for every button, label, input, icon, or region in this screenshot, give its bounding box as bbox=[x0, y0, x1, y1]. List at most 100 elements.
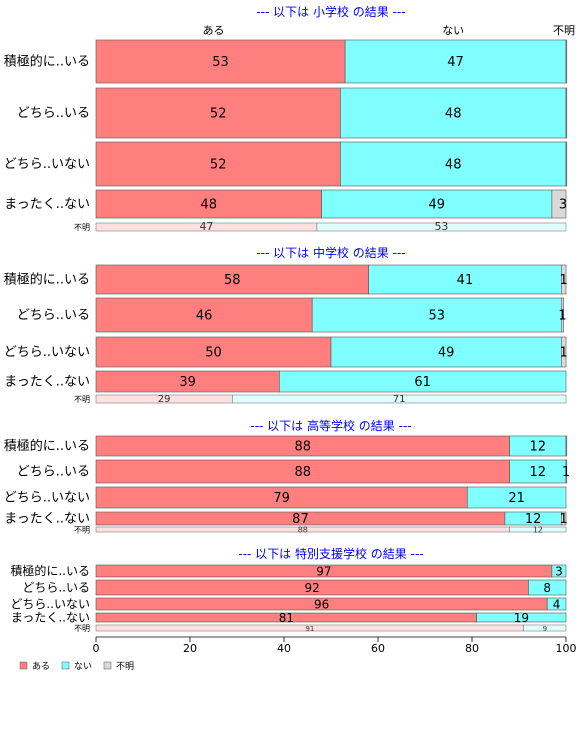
category-label: どちら..いない bbox=[10, 597, 90, 611]
unknown-data-label: 47 bbox=[199, 220, 213, 233]
column-header: ない bbox=[442, 24, 464, 37]
data-label: 61 bbox=[414, 375, 431, 390]
data-label: 1 bbox=[562, 465, 570, 480]
data-label: 1 bbox=[560, 346, 568, 361]
data-label: 49 bbox=[428, 198, 445, 213]
category-label: どちら..いる bbox=[17, 308, 90, 323]
bar-segment bbox=[340, 141, 567, 187]
data-label: 48 bbox=[445, 107, 462, 122]
data-label: 39 bbox=[179, 375, 196, 390]
unknown-data-label: 9 bbox=[543, 625, 547, 633]
legend-swatch bbox=[61, 661, 70, 670]
bar-segment bbox=[95, 264, 369, 295]
bar-segment bbox=[551, 189, 567, 219]
bar-segment bbox=[321, 189, 553, 219]
category-label: どちら..いない bbox=[4, 491, 90, 506]
data-label: 3 bbox=[555, 565, 563, 579]
bar-segment bbox=[95, 39, 346, 84]
bar-segment bbox=[560, 336, 567, 368]
legend-swatch bbox=[103, 661, 112, 670]
unknown-bar-segment bbox=[523, 624, 567, 632]
data-label: 41 bbox=[457, 273, 474, 288]
bar-segment bbox=[340, 87, 567, 139]
data-label: 12 bbox=[525, 512, 542, 527]
data-label: 53 bbox=[428, 309, 445, 324]
unknown-data-label: 91 bbox=[305, 625, 314, 633]
x-tick-label: 20 bbox=[183, 642, 197, 655]
bar-segment bbox=[95, 87, 341, 139]
data-label: 58 bbox=[224, 273, 241, 288]
category-label: どちら..いる bbox=[22, 581, 90, 595]
bar-segment bbox=[368, 264, 562, 295]
x-tick-label: 60 bbox=[371, 642, 385, 655]
bar-segment bbox=[476, 612, 567, 623]
unknown-row-label: 不明 bbox=[74, 624, 90, 633]
data-label: 21 bbox=[508, 491, 525, 506]
category-label: まったく..ない bbox=[4, 512, 90, 527]
bar-segment bbox=[278, 370, 567, 393]
category-label: まったく..ない bbox=[11, 611, 90, 625]
data-label: 52 bbox=[210, 107, 227, 122]
category-label: まったく..ない bbox=[4, 375, 90, 390]
data-label: 4 bbox=[553, 598, 561, 612]
bar-segment bbox=[95, 297, 313, 333]
panel-title: --- 以下は 中学校 の結果 --- bbox=[256, 245, 405, 260]
unknown-data-label: 29 bbox=[158, 394, 171, 405]
data-label: 97 bbox=[316, 565, 331, 579]
bar-segment bbox=[95, 336, 332, 368]
bar-segment bbox=[565, 459, 568, 484]
category-label: どちら..いない bbox=[4, 345, 90, 360]
data-label: 81 bbox=[279, 611, 294, 625]
data-label: 47 bbox=[447, 55, 464, 70]
data-label: 87 bbox=[292, 512, 309, 527]
unknown-row-label: 不明 bbox=[74, 526, 90, 535]
category-label: どちら..いない bbox=[4, 157, 90, 172]
x-tick-label: 0 bbox=[93, 642, 100, 655]
unknown-bar-segment bbox=[316, 222, 567, 232]
data-label: 53 bbox=[212, 55, 229, 70]
bar-segment bbox=[560, 511, 567, 526]
column-header: ある bbox=[203, 24, 225, 37]
data-label: 46 bbox=[196, 309, 213, 324]
data-label: 88 bbox=[295, 440, 312, 455]
data-label: 50 bbox=[205, 346, 222, 361]
data-label: 92 bbox=[305, 581, 320, 595]
unknown-row-label: 不明 bbox=[74, 223, 90, 232]
data-label: 19 bbox=[514, 611, 529, 625]
unknown-data-label: 53 bbox=[434, 220, 448, 233]
legend-label: 不明 bbox=[116, 661, 134, 672]
legend-label: ある bbox=[32, 661, 50, 672]
bar-segment bbox=[565, 39, 568, 84]
bar-segment bbox=[551, 564, 567, 578]
unknown-bar-segment bbox=[509, 526, 567, 533]
panel-title: --- 以下は 高等学校 の結果 --- bbox=[250, 418, 411, 433]
data-label: 96 bbox=[314, 598, 329, 612]
data-label: 79 bbox=[273, 491, 290, 506]
bar-segment bbox=[565, 141, 568, 187]
category-label: まったく..ない bbox=[4, 197, 90, 212]
unknown-row-label: 不明 bbox=[74, 395, 90, 404]
bar-segment bbox=[546, 597, 567, 611]
legend-label: ない bbox=[74, 661, 92, 672]
category-label: 積極的に..いる bbox=[4, 54, 90, 70]
data-label: 3 bbox=[559, 198, 567, 213]
data-label: 49 bbox=[438, 346, 455, 361]
x-tick-label: 100 bbox=[556, 642, 577, 655]
data-label: 48 bbox=[201, 198, 218, 213]
data-label: 1 bbox=[560, 273, 568, 288]
category-label: どちら..いる bbox=[17, 465, 90, 480]
bar-segment bbox=[466, 486, 567, 509]
bar-segment bbox=[330, 336, 562, 368]
legend-swatch bbox=[19, 661, 28, 670]
bar-segment bbox=[311, 297, 562, 333]
bar-segment bbox=[95, 141, 341, 187]
unknown-data-label: 12 bbox=[533, 526, 543, 535]
bar-segment bbox=[560, 264, 567, 295]
bar-segment bbox=[95, 189, 322, 219]
unknown-data-label: 71 bbox=[393, 394, 406, 405]
data-label: 8 bbox=[543, 581, 551, 595]
category-label: どちら..いる bbox=[17, 106, 90, 121]
bar-segment bbox=[565, 87, 568, 139]
bar-segment bbox=[560, 297, 564, 333]
